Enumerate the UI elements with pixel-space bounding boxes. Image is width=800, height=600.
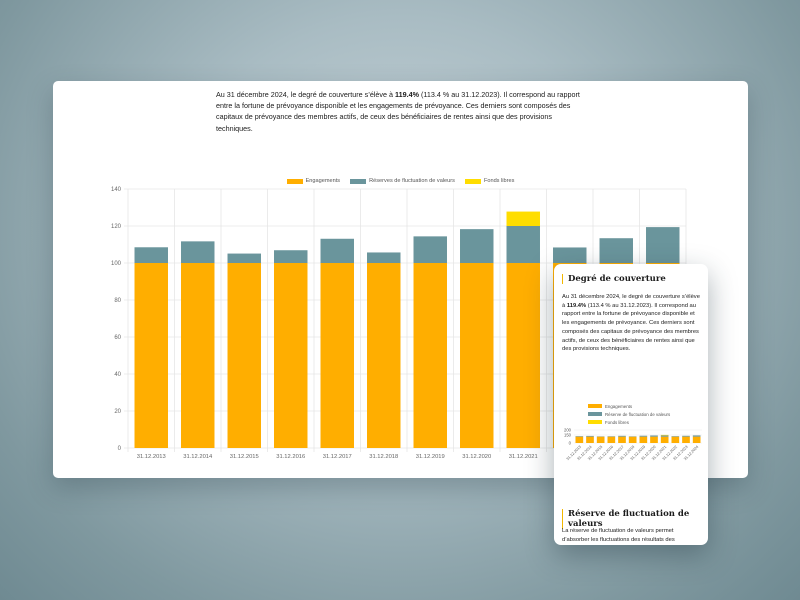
mobile-intro-part1: Au 31 décembre 2024, le degré de couvert… <box>562 294 700 309</box>
mobile-intro-part2: (113.4 % au 31.12.2023). Il correspond a… <box>562 302 699 353</box>
legend-swatch <box>588 420 602 424</box>
x-tick-label: 31.12.2013 <box>137 454 166 460</box>
mobile-bar-1-6[interactable] <box>639 435 648 437</box>
mobile-card: Degré de couverture Au 31 décembre 2024,… <box>554 264 708 545</box>
mobile-section2-text: La réserve de fluctuation de valeurs per… <box>562 528 675 543</box>
legend-label: Engagements <box>305 178 341 184</box>
intro-text-part2: (113.4 % au 31.12.2023). Il correspond a… <box>216 90 580 133</box>
y-tick-label: 140 <box>111 187 122 193</box>
legend-swatch <box>464 178 481 184</box>
bar-1-0[interactable] <box>134 247 168 263</box>
mobile-bar-0-0[interactable] <box>575 436 584 443</box>
intro-text-part1: Au 31 décembre 2024, le degré de couvert… <box>216 90 396 99</box>
legend-swatch <box>588 404 602 408</box>
chart-legend: Engagements Réserves de fluctuation de va… <box>53 178 748 184</box>
mobile-bar-1-10[interactable] <box>682 435 690 437</box>
x-tick-label: 31.12.2016 <box>276 454 305 460</box>
mobile-y-tick-label: 0 <box>569 441 572 446</box>
bar-1-11[interactable] <box>646 227 680 263</box>
bar-1-10[interactable] <box>599 238 633 263</box>
y-tick-label: 80 <box>114 298 121 304</box>
y-tick-label: 100 <box>111 261 122 267</box>
bar-1-1[interactable] <box>181 241 215 263</box>
mobile-bar-1-9[interactable] <box>671 436 680 437</box>
mobile-bar-0-9[interactable] <box>671 436 680 443</box>
y-tick-label: 0 <box>118 446 122 452</box>
mobile-intro-paragraph: Au 31 décembre 2024, le degré de couvert… <box>562 293 702 354</box>
mobile-bar-0-10[interactable] <box>682 436 690 443</box>
mobile-bar-0-11[interactable] <box>692 436 701 443</box>
legend-item-1[interactable]: Réserves de fluctuation de valeurs <box>350 178 455 184</box>
legend-swatch <box>588 412 602 416</box>
legend-label: Engagements <box>605 403 633 409</box>
legend-label: Fonds libres <box>483 178 515 184</box>
y-tick-label: 20 <box>114 409 121 415</box>
mobile-legend-item-1[interactable]: Réserve de fluctuation de valeurs <box>588 410 670 418</box>
x-tick-label: 31.12.2017 <box>323 454 352 460</box>
bar-0-6[interactable] <box>413 263 447 448</box>
mobile-y-tick-label: 200 <box>564 428 572 433</box>
x-tick-label: 31.12.2014 <box>183 454 213 460</box>
x-tick-label: 31.12.2018 <box>369 454 398 460</box>
bar-0-5[interactable] <box>367 263 401 448</box>
mobile-section2-title: Réserve de fluctuation de valeurs <box>562 509 708 529</box>
legend-label: Fonds libres <box>605 419 629 425</box>
x-tick-label: 31.12.2019 <box>416 454 445 460</box>
legend-label: Réserve de fluctuation de valeurs <box>605 411 671 417</box>
mobile-bar-1-1[interactable] <box>586 435 594 437</box>
mobile-bar-0-2[interactable] <box>596 436 605 443</box>
mobile-bar-0-4[interactable] <box>618 436 626 443</box>
mobile-bar-0-3[interactable] <box>607 436 616 443</box>
bar-1-4[interactable] <box>320 238 354 263</box>
mobile-bar-0-6[interactable] <box>639 436 648 443</box>
mobile-bar-chart: 200150031.12.201331.12.201431.12.201531.… <box>564 428 702 461</box>
mobile-section-title: Degré de couverture <box>562 274 666 284</box>
mobile-bar-1-0[interactable] <box>575 436 584 437</box>
legend-label: Réserves de fluctuation de valeurs <box>369 178 455 184</box>
mobile-intro-highlight: 119.4% <box>566 302 587 309</box>
bar-0-3[interactable] <box>274 263 308 448</box>
bar-2-8[interactable] <box>506 211 540 226</box>
bar-1-7[interactable] <box>460 229 494 263</box>
legend-swatch <box>286 178 303 184</box>
y-tick-label: 120 <box>111 224 122 230</box>
y-tick-label: 60 <box>114 335 121 341</box>
y-tick-label: 40 <box>114 372 121 378</box>
mobile-legend-item-0[interactable]: Engagements <box>588 402 670 410</box>
mobile-bar-1-11[interactable] <box>692 435 701 437</box>
mobile-bar-0-8[interactable] <box>660 436 669 443</box>
intro-highlight: 119.4% <box>395 90 419 99</box>
mobile-chart-legend: Engagements Réserve de fluctuation de val… <box>588 402 670 426</box>
bar-1-3[interactable] <box>274 250 308 263</box>
bar-1-8[interactable] <box>506 226 540 263</box>
intro-paragraph: Au 31 décembre 2024, le degré de couvert… <box>216 89 586 134</box>
mobile-y-tick-label: 150 <box>564 433 572 438</box>
x-tick-label: 31.12.2021 <box>509 454 538 460</box>
bar-1-9[interactable] <box>553 247 587 263</box>
bar-1-5[interactable] <box>367 252 401 263</box>
x-tick-label: 31.12.2015 <box>230 454 259 460</box>
bar-0-8[interactable] <box>506 263 540 448</box>
bar-0-0[interactable] <box>134 263 168 448</box>
legend-item-0[interactable]: Engagements <box>286 178 341 184</box>
mobile-bar-1-4[interactable] <box>618 435 626 437</box>
mobile-bar-0-1[interactable] <box>586 436 594 443</box>
mobile-legend-item-2[interactable]: Fonds libres <box>588 418 670 426</box>
bar-0-7[interactable] <box>460 263 494 448</box>
x-tick-label: 31.12.2020 <box>462 454 491 460</box>
mobile-bar-1-7[interactable] <box>650 435 658 437</box>
legend-swatch <box>350 178 367 184</box>
bar-1-2[interactable] <box>227 253 261 263</box>
mobile-bar-0-5[interactable] <box>628 436 637 443</box>
bar-1-6[interactable] <box>413 236 447 263</box>
mobile-bar-0-7[interactable] <box>650 436 658 443</box>
legend-item-2[interactable]: Fonds libres <box>464 178 515 184</box>
bar-0-2[interactable] <box>227 263 261 448</box>
mobile-bar-1-8[interactable] <box>660 435 669 437</box>
bar-0-4[interactable] <box>320 263 354 448</box>
bar-0-1[interactable] <box>181 263 215 448</box>
